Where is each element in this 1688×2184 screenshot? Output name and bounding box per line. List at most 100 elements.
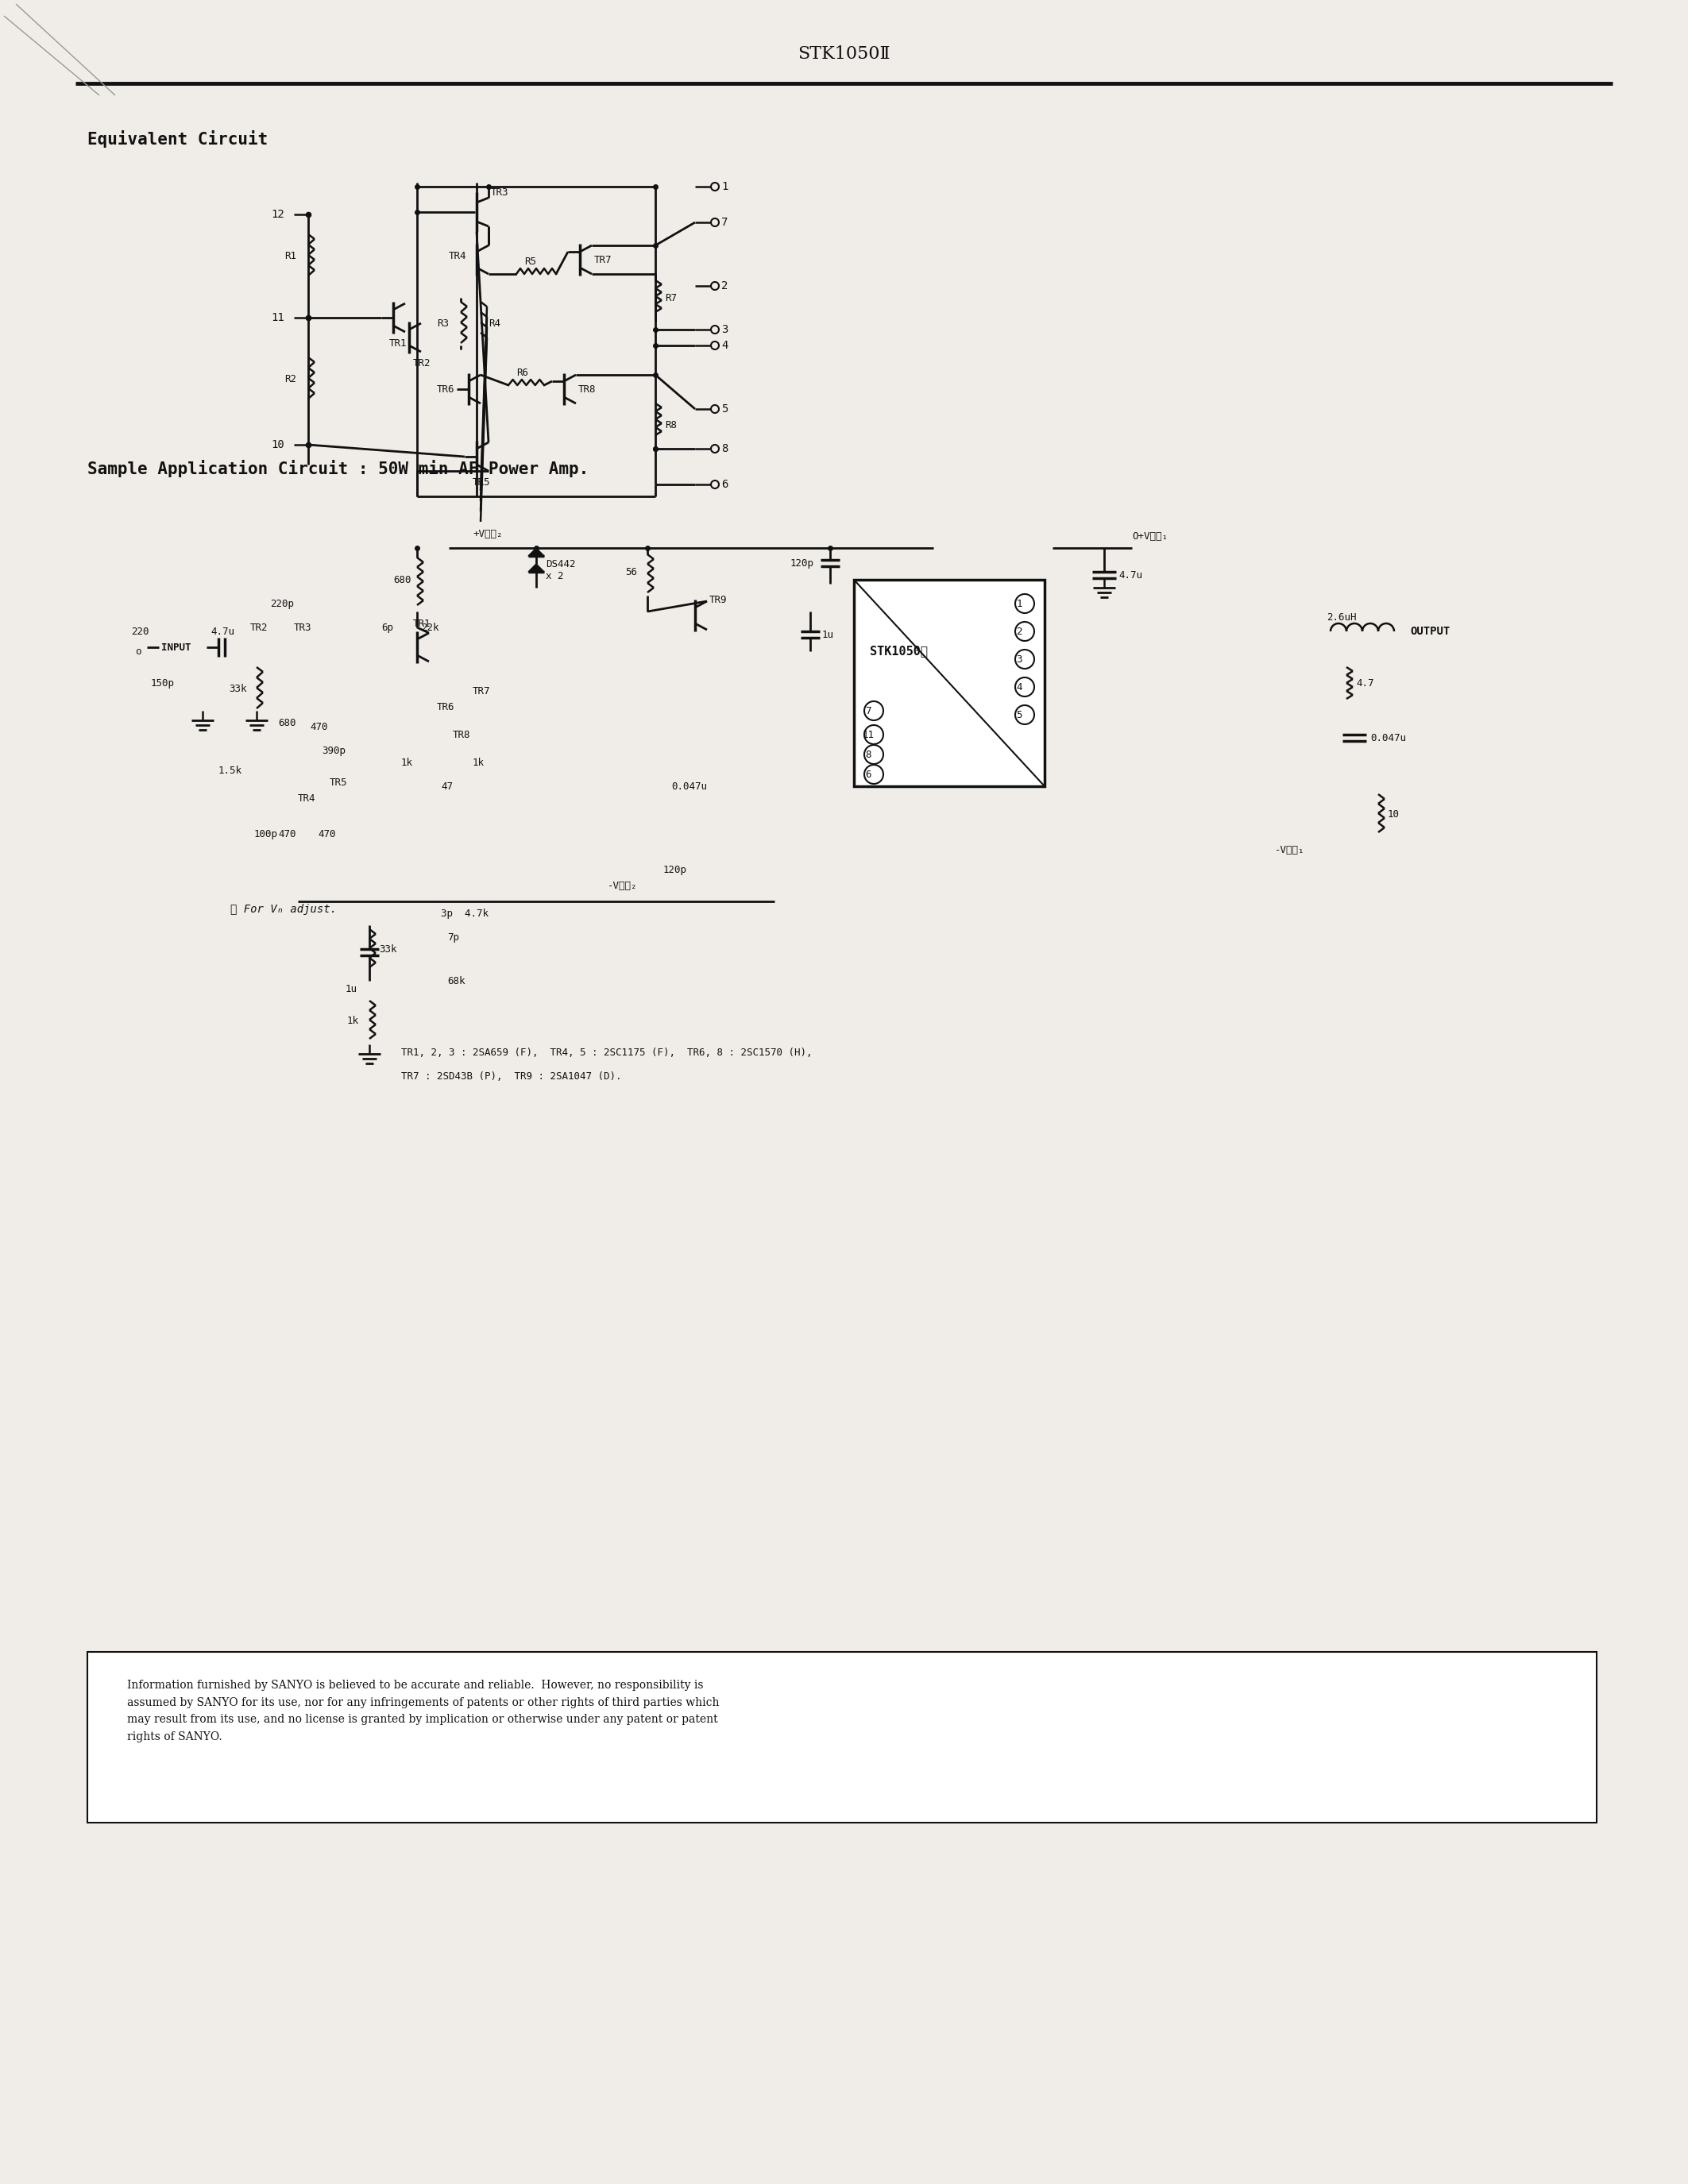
Text: STK1050Ⅱ: STK1050Ⅱ: [797, 46, 890, 63]
Text: TR2: TR2: [414, 358, 430, 369]
Text: 3: 3: [1016, 653, 1023, 664]
Text: TR6: TR6: [437, 384, 454, 395]
Text: 120p: 120p: [790, 557, 814, 568]
Text: O+Vᴄᴄ₁: O+Vᴄᴄ₁: [1133, 531, 1168, 542]
Text: 220p: 220p: [270, 598, 294, 609]
Text: -Vᴄᴄ₁: -Vᴄᴄ₁: [1274, 845, 1305, 854]
Text: 150p: 150p: [150, 677, 176, 688]
Text: TR5: TR5: [329, 778, 348, 788]
Text: TR7: TR7: [473, 686, 491, 697]
Text: TR8: TR8: [452, 729, 471, 740]
Text: INPUT: INPUT: [162, 642, 191, 653]
Text: 1k: 1k: [348, 1016, 360, 1026]
Text: 470: 470: [317, 828, 336, 839]
Text: 1k: 1k: [473, 758, 484, 767]
Text: R1: R1: [284, 251, 297, 260]
Text: Equivalent Circuit: Equivalent Circuit: [88, 131, 268, 149]
Text: 8: 8: [721, 443, 728, 454]
Text: TR2: TR2: [250, 622, 268, 633]
Text: 4: 4: [1016, 681, 1023, 692]
Bar: [854, 579, 1045, 786]
Text: 1u: 1u: [822, 629, 834, 640]
Text: TR4: TR4: [449, 251, 466, 260]
Text: TR7 : 2SD43B (P),  TR9 : 2SA1047 (D).: TR7 : 2SD43B (P), TR9 : 2SA1047 (D).: [402, 1070, 621, 1081]
Text: 1u: 1u: [346, 983, 358, 994]
Text: 470: 470: [279, 828, 295, 839]
Text: 4: 4: [721, 341, 728, 352]
Text: 1: 1: [1016, 598, 1023, 609]
Text: 1k: 1k: [402, 758, 414, 767]
Text: 680: 680: [393, 574, 412, 585]
Text: TR1, 2, 3 : 2SA659 (F),  TR4, 5 : 2SC1175 (F),  TR6, 8 : 2SC1570 (H),: TR1, 2, 3 : 2SA659 (F), TR4, 5 : 2SC1175…: [402, 1046, 812, 1057]
Text: TR1: TR1: [390, 339, 407, 347]
Text: 7: 7: [721, 216, 728, 227]
Text: 7: 7: [866, 705, 871, 716]
Text: 6: 6: [866, 769, 871, 780]
Text: 10: 10: [1388, 808, 1399, 819]
Text: 0.047u: 0.047u: [672, 782, 707, 791]
Text: +Vᴄᴄ₂: +Vᴄᴄ₂: [473, 529, 503, 539]
Text: 33k: 33k: [378, 943, 397, 954]
Text: 47: 47: [441, 782, 452, 791]
Text: -Vᴄᴄ₂: -Vᴄᴄ₂: [608, 880, 638, 891]
Text: 56: 56: [625, 566, 636, 577]
Text: ※ For Vₙ adjust.: ※ For Vₙ adjust.: [230, 904, 338, 915]
Text: R2: R2: [284, 373, 297, 384]
Text: x 2: x 2: [545, 570, 564, 581]
Text: R8: R8: [665, 419, 677, 430]
Text: TR4: TR4: [297, 793, 316, 804]
Text: 2: 2: [1016, 627, 1023, 636]
Text: 4.7u: 4.7u: [1119, 570, 1143, 581]
Text: Information furnished by SANYO is believed to be accurate and reliable.  However: Information furnished by SANYO is believ…: [127, 1679, 719, 1743]
Text: 390p: 390p: [322, 745, 346, 756]
Text: TR6: TR6: [437, 701, 454, 712]
Bar: [88, 1651, 1597, 1824]
Text: 10: 10: [272, 439, 284, 450]
Text: 680: 680: [279, 719, 295, 727]
Text: 11: 11: [272, 312, 284, 323]
Text: 4.7: 4.7: [1355, 677, 1374, 688]
Text: 5: 5: [721, 404, 728, 415]
Text: R6: R6: [517, 367, 528, 378]
Text: R4: R4: [488, 319, 500, 328]
Text: 2: 2: [721, 280, 728, 290]
Text: 6: 6: [721, 478, 728, 489]
Text: OUTPUT: OUTPUT: [1409, 627, 1450, 638]
Polygon shape: [528, 563, 544, 572]
Text: 33k: 33k: [230, 684, 246, 695]
Text: 2.6uH: 2.6uH: [1327, 612, 1357, 622]
Text: R7: R7: [665, 293, 677, 304]
Text: 100p: 100p: [255, 828, 279, 839]
Text: 1: 1: [721, 181, 728, 192]
Text: 12: 12: [272, 210, 284, 221]
Text: TR5: TR5: [473, 476, 491, 487]
Polygon shape: [528, 548, 544, 557]
Text: DS442: DS442: [545, 559, 576, 570]
Text: 1.5k: 1.5k: [218, 764, 243, 775]
Text: TR1: TR1: [414, 618, 430, 629]
Text: 3: 3: [721, 323, 728, 334]
Text: 22k: 22k: [420, 622, 439, 633]
Text: o: o: [135, 646, 142, 657]
Text: 0.047u: 0.047u: [1371, 732, 1406, 743]
Text: R5: R5: [525, 256, 537, 266]
Text: TR3: TR3: [294, 622, 312, 633]
Text: 11: 11: [863, 729, 874, 740]
Text: 5: 5: [1016, 710, 1023, 721]
Text: 6p: 6p: [381, 622, 393, 633]
Text: STK1050Ⅱ: STK1050Ⅱ: [869, 644, 928, 657]
Text: TR8: TR8: [579, 384, 596, 395]
Text: 7p: 7p: [447, 933, 459, 941]
Text: Sample Application Circuit : 50W min AF Power Amp.: Sample Application Circuit : 50W min AF …: [88, 461, 589, 478]
Text: 120p: 120p: [663, 865, 687, 876]
Text: 68k: 68k: [447, 976, 466, 985]
Text: TR3: TR3: [491, 188, 508, 197]
Text: 3p  4.7k: 3p 4.7k: [441, 909, 488, 919]
Text: TR9: TR9: [709, 594, 728, 605]
Text: 4.7u: 4.7u: [211, 627, 235, 636]
Text: 220: 220: [132, 627, 149, 636]
Text: TR7: TR7: [594, 256, 613, 264]
Text: R3: R3: [437, 319, 449, 328]
Text: 8: 8: [866, 749, 871, 760]
Text: 470: 470: [311, 721, 327, 732]
